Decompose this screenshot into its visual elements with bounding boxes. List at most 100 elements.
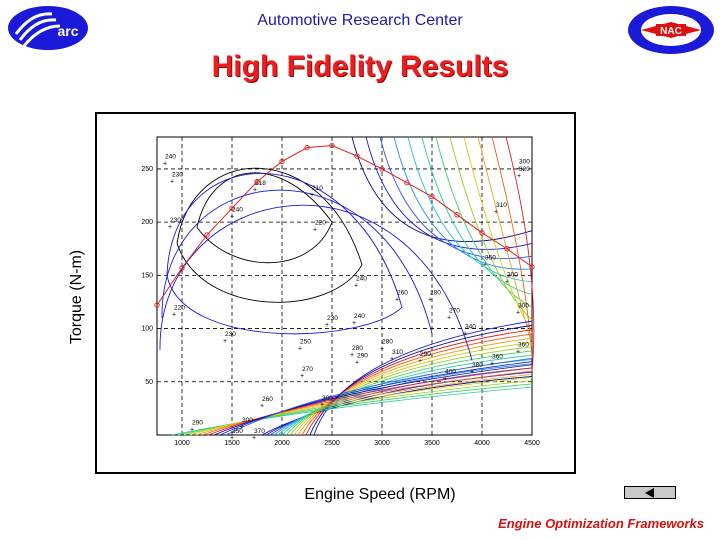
contour-marker: + (352, 320, 356, 327)
contour-marker: + (494, 209, 498, 216)
contour-label: 400 (445, 368, 456, 375)
contour-label: 230 (327, 315, 338, 322)
contour-marker: + (463, 331, 467, 338)
contour-line (176, 167, 363, 303)
x-tick-label: 1000 (174, 440, 190, 447)
contour-label: 250 (300, 338, 311, 345)
contour-label: 230 (225, 331, 236, 338)
contour-label: 230 (170, 217, 181, 224)
contour-label: 240 (354, 313, 365, 320)
contour-label: 280 (382, 338, 393, 345)
contour-label: 310 (496, 202, 507, 209)
contour-label: 210 (312, 185, 323, 192)
contour-line (351, 136, 533, 243)
contour-label: 270 (449, 308, 460, 315)
contour-label: 240 (165, 153, 176, 160)
contour-label: 300 (242, 417, 253, 424)
x-axis-label: Engine Speed (RPM) (304, 486, 456, 503)
series-point (454, 212, 460, 218)
contour-line (301, 333, 533, 436)
contour-marker: + (355, 359, 359, 366)
contour-marker: + (170, 178, 174, 185)
contour-marker: + (310, 192, 314, 199)
contour-label: 380 (472, 362, 483, 369)
contour-line (219, 361, 533, 436)
contour-marker: + (354, 283, 358, 290)
contour-marker: + (240, 424, 244, 431)
contour-marker: + (253, 187, 257, 194)
contour-line (225, 357, 533, 436)
contour-marker: + (163, 160, 167, 167)
arc-logo: arc (6, 4, 90, 52)
contour-marker: + (313, 226, 317, 233)
arc-logo-text: arc (57, 23, 78, 39)
contour-line (491, 136, 533, 359)
contour-marker: + (298, 345, 302, 352)
y-axis-label: Torque (N-m) (68, 249, 85, 345)
bsfc-contour-chart: 240+230+230+240+218+ 210+220+240+260+280+… (141, 136, 540, 447)
contour-line (421, 136, 533, 295)
series-point (154, 302, 160, 308)
contour-label: 360 (492, 353, 503, 360)
plot-area (156, 136, 533, 436)
contour-marker: + (190, 426, 194, 433)
slide-title: High Fidelity Results (211, 50, 509, 83)
contour-label: 218 (255, 180, 266, 187)
x-tick-label: 4000 (474, 440, 490, 447)
series-point (429, 193, 435, 200)
contour-line (313, 320, 533, 436)
contour-label: 240 (356, 276, 367, 283)
contour-line (305, 329, 533, 436)
left-arrow-icon (645, 487, 654, 498)
x-tick-label: 4500 (524, 440, 540, 447)
contour-label: 350 (232, 428, 243, 435)
contour-label: 260 (262, 396, 273, 403)
contour-label: 300 (322, 395, 333, 402)
contour-line (297, 337, 533, 436)
contour-line (379, 136, 533, 259)
x-tick-label: 2500 (324, 440, 340, 447)
contour-marker: + (350, 352, 354, 359)
contour-label: 360 (518, 342, 529, 349)
series-point (229, 205, 235, 211)
series-point (529, 264, 535, 270)
contour-line (261, 376, 533, 436)
back-button[interactable] (624, 486, 676, 499)
contour-marker: + (483, 261, 487, 268)
contour-line (309, 324, 533, 436)
contour-marker: + (260, 403, 264, 410)
contour-label: 220 (174, 304, 185, 311)
contour-line (166, 172, 403, 335)
organization-name: Automotive Research Center (257, 12, 463, 29)
series-point (354, 153, 360, 159)
contour-line (195, 373, 533, 436)
y-tick-label: 150 (141, 272, 153, 279)
contour-line (285, 350, 533, 436)
contour-label: 260 (397, 290, 408, 297)
contour-label: 290 (420, 351, 431, 358)
contour-line (505, 136, 535, 372)
contour-line (177, 383, 533, 436)
x-tick-label: 2000 (274, 440, 290, 447)
contour-marker: + (168, 224, 172, 231)
contour-marker: + (470, 369, 474, 376)
y-tick-label: 200 (141, 219, 153, 226)
contour-line (435, 136, 533, 308)
contour-line (159, 204, 473, 361)
contour-line (273, 363, 533, 436)
footer-text: Engine Optimization Frameworks (498, 516, 704, 531)
contour-marker: + (320, 402, 324, 409)
series-point (329, 142, 335, 149)
contour-marker: + (390, 356, 394, 363)
y-tick-label: 100 (141, 326, 153, 333)
contour-line (463, 136, 533, 334)
series-point (479, 230, 485, 236)
contour-label: 280 (352, 345, 363, 352)
contour-marker: + (395, 297, 399, 304)
series-point (404, 180, 410, 186)
contour-line (293, 341, 533, 436)
contour-label: 270 (302, 366, 313, 373)
y-tick-label: 250 (141, 166, 153, 173)
contour-marker: + (300, 373, 304, 380)
contour-label: 230 (172, 171, 183, 178)
